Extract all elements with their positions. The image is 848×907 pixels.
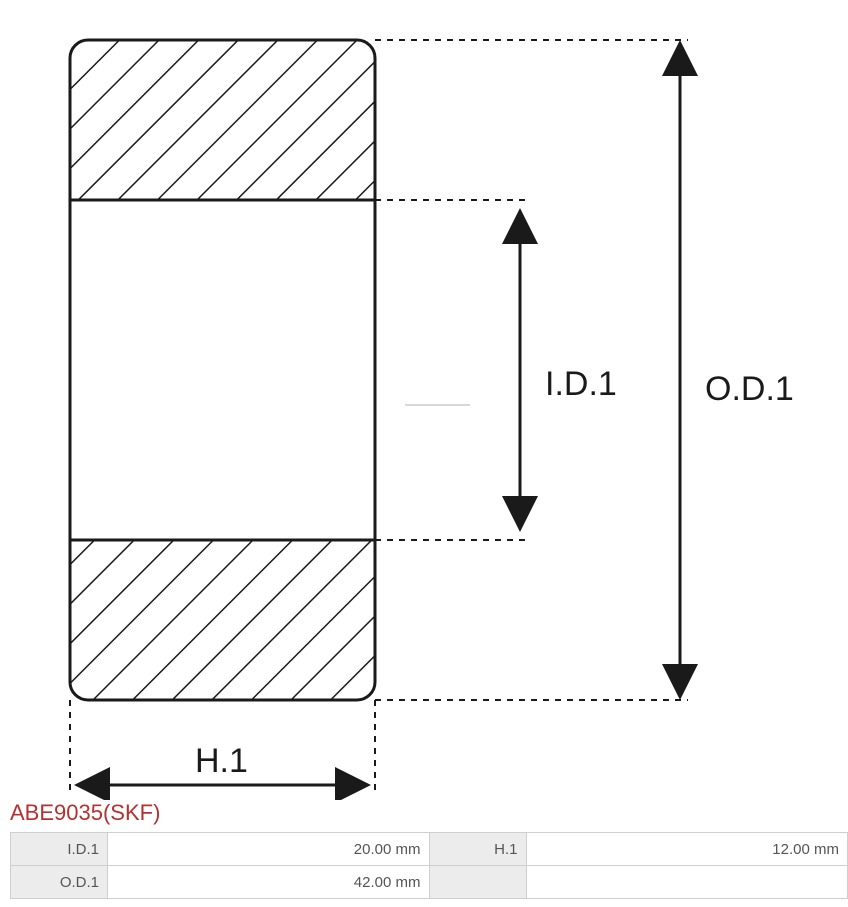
id1-label: I.D.1 bbox=[545, 365, 617, 403]
hatch-top bbox=[70, 40, 375, 200]
bearing-diagram: O.D.1 I.D.1 H.1 bbox=[0, 0, 848, 800]
part-title: ABE9035(SKF) bbox=[0, 800, 848, 832]
spec-value: 20.00 mm bbox=[108, 833, 430, 866]
hatch-bottom bbox=[70, 540, 375, 700]
spec-label: H.1 bbox=[429, 833, 526, 866]
table-row: I.D.1 20.00 mm H.1 12.00 mm bbox=[11, 833, 848, 866]
spec-value: 42.00 mm bbox=[108, 866, 430, 899]
spec-table: I.D.1 20.00 mm H.1 12.00 mm O.D.1 42.00 … bbox=[10, 832, 848, 899]
spec-value bbox=[526, 866, 848, 899]
table-row: O.D.1 42.00 mm bbox=[11, 866, 848, 899]
spec-value: 12.00 mm bbox=[526, 833, 848, 866]
h1-label: H.1 bbox=[195, 742, 248, 780]
spec-label: I.D.1 bbox=[11, 833, 108, 866]
od1-label: O.D.1 bbox=[705, 370, 794, 408]
diagram-svg: O.D.1 I.D.1 H.1 bbox=[0, 0, 848, 800]
spec-label bbox=[429, 866, 526, 899]
spec-label: O.D.1 bbox=[11, 866, 108, 899]
